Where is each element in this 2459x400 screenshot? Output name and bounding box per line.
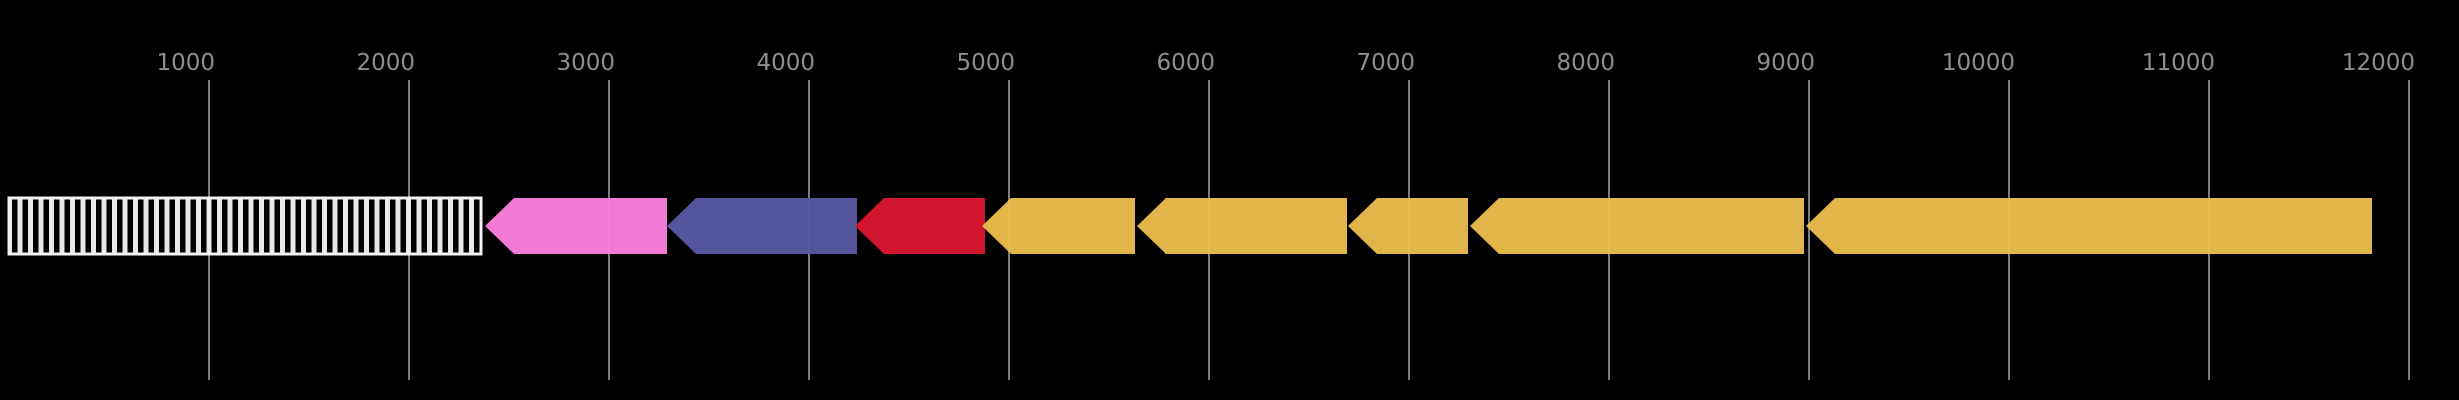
axis-gridline bbox=[1808, 80, 1810, 380]
axis-tick-label: 2000 bbox=[356, 50, 415, 76]
red-gene bbox=[855, 198, 985, 254]
hatched-feature bbox=[7, 196, 483, 256]
gold-gene-3 bbox=[1348, 198, 1468, 254]
gold-gene-5 bbox=[1806, 198, 2372, 254]
gold-gene-4 bbox=[1470, 198, 1804, 254]
axis-tick-label: 10000 bbox=[1941, 50, 2015, 76]
axis-tick-label: 1000 bbox=[156, 50, 215, 76]
axis-tick-label: 8000 bbox=[1556, 50, 1615, 76]
axis-gridline bbox=[2408, 80, 2410, 380]
axis-tick-label: 4000 bbox=[756, 50, 815, 76]
axis-tick-label: 5000 bbox=[956, 50, 1015, 76]
gold-gene-2 bbox=[1137, 198, 1347, 254]
gold-gene-1 bbox=[982, 198, 1135, 254]
axis-tick-label: 6000 bbox=[1156, 50, 1215, 76]
axis-tick-label: 9000 bbox=[1756, 50, 1815, 76]
axis-tick-label: 11000 bbox=[2141, 50, 2215, 76]
axis-tick-label: 7000 bbox=[1356, 50, 1415, 76]
purple-gene bbox=[667, 198, 857, 254]
pink-gene bbox=[485, 198, 667, 254]
axis-tick-label: 12000 bbox=[2341, 50, 2415, 76]
axis-tick-label: 3000 bbox=[556, 50, 615, 76]
